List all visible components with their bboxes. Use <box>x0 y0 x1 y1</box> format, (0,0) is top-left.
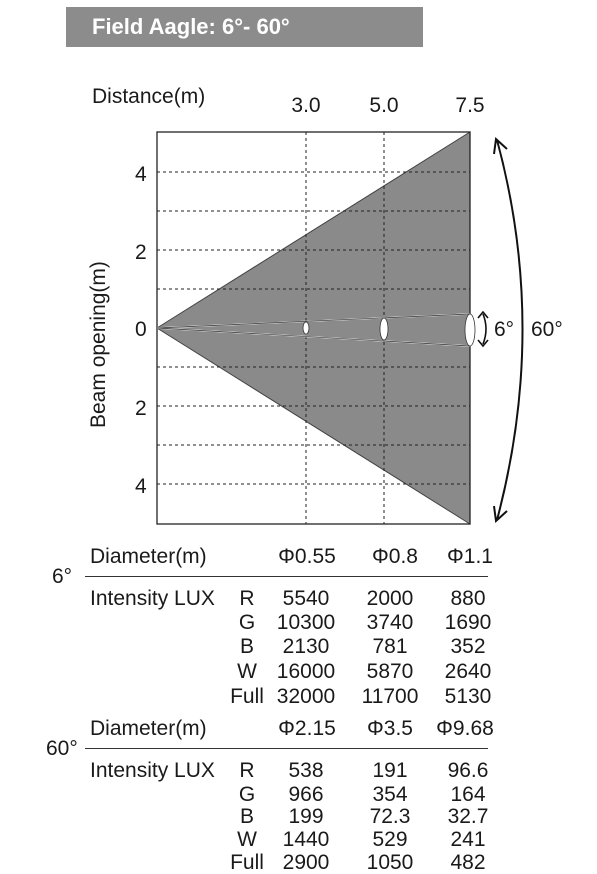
table-60-cell: 1440 <box>282 828 330 851</box>
y-tick-label: 2 <box>135 241 147 264</box>
table-6-cell: 352 <box>450 635 486 658</box>
table-6-cell: 5540 <box>282 587 330 610</box>
table-6-cell: 16000 <box>276 660 336 683</box>
table-60-cell: 482 <box>450 851 486 874</box>
table-60-cell: 164 <box>450 783 486 806</box>
table-60-cell: 538 <box>288 759 324 782</box>
table-6-cell: 2130 <box>282 635 330 658</box>
table-6-diameter: Φ1.1 <box>447 545 493 568</box>
table-6-cell: 2640 <box>444 660 492 683</box>
table-60-channel: R <box>239 759 255 782</box>
table-60-diameter: Φ2.15 <box>278 717 336 740</box>
table-6-channel: W <box>237 660 257 683</box>
table-6-channel: B <box>239 635 254 658</box>
table-6-intensity-label: Intensity LUX <box>90 587 215 610</box>
table-6-diameter: Φ0.55 <box>278 545 336 568</box>
table-60-cell: 32.7 <box>447 805 489 828</box>
y-tick-label: 4 <box>135 475 147 498</box>
beam-60-area <box>156 131 471 525</box>
table-6-channel: G <box>238 611 256 634</box>
table-6-cell: 32000 <box>276 685 336 708</box>
y-tick-label: 2 <box>135 397 147 420</box>
table-6-rule <box>85 576 488 577</box>
table-6-diameter: Φ0.8 <box>372 545 418 568</box>
table-60-cell: 241 <box>450 828 486 851</box>
table-6-cell: 2000 <box>366 587 414 610</box>
table-60-angle: 60° <box>46 737 78 760</box>
table-6-cell: 10300 <box>276 611 336 634</box>
table-60-diameter-label: Diameter(m) <box>90 717 207 740</box>
table-6-cell: 880 <box>450 587 486 610</box>
spot-3m <box>302 321 310 335</box>
x-axis-title: Distance(m) <box>92 85 206 108</box>
page-title: Field Aagle: 6°- 60° <box>66 7 423 47</box>
table-60-cell: 1050 <box>366 851 414 874</box>
y-tick-label: 0 <box>135 318 147 341</box>
x-tick-label: 7.5 <box>455 94 485 117</box>
y-tick-label: 4 <box>135 163 147 186</box>
table-60-cell: 2900 <box>282 851 330 874</box>
table-60-cell: 199 <box>288 805 324 828</box>
table-60-cell: 966 <box>288 783 324 806</box>
table-60-channel: Full <box>230 851 264 874</box>
table-6-cell: 3740 <box>366 611 414 634</box>
table-6-channel: R <box>239 587 255 610</box>
table-60-cell: 191 <box>372 759 408 782</box>
table-60-diameter: Φ3.5 <box>367 717 413 740</box>
table-6-diameter-label: Diameter(m) <box>90 545 207 568</box>
x-tick-label: 5.0 <box>369 94 399 117</box>
table-6-cell: 1690 <box>444 611 492 634</box>
table-60-rule <box>85 748 488 749</box>
narrow-angle-label: 6° <box>494 318 515 341</box>
table-6-channel: Full <box>230 685 264 708</box>
table-60-channel: B <box>239 805 254 828</box>
table-6-angle: 6° <box>52 565 73 588</box>
table-60-cell: 96.6 <box>447 759 489 782</box>
x-tick-label: 3.0 <box>291 94 321 117</box>
table-6-cell: 5130 <box>444 685 492 708</box>
table-6-cell: 11700 <box>361 685 419 708</box>
narrow-angle-arrow <box>477 310 489 348</box>
table-60-intensity-label: Intensity LUX <box>90 759 215 782</box>
table-60-channel: W <box>237 828 257 851</box>
table-60-channel: G <box>238 783 256 806</box>
table-60-cell: 354 <box>372 783 408 806</box>
table-6-cell: 5870 <box>366 660 414 683</box>
table-60-cell: 72.3 <box>369 805 411 828</box>
vertical-gridlines <box>305 132 385 524</box>
table-60-cell: 529 <box>372 828 408 851</box>
wide-angle-arrow <box>493 136 524 524</box>
spot-5m <box>379 317 389 341</box>
horizontal-gridlines <box>157 171 470 485</box>
spot-7-5m <box>464 313 476 347</box>
wide-angle-label: 60° <box>531 318 563 341</box>
table-6-cell: 781 <box>372 635 408 658</box>
table-60-diameter: Φ9.68 <box>436 717 494 740</box>
